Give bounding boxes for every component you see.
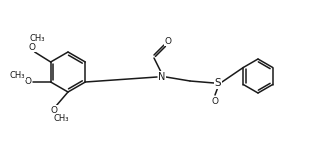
Text: N: N — [158, 72, 166, 82]
Text: S: S — [215, 78, 221, 88]
Text: CH₃: CH₃ — [30, 33, 45, 42]
Text: O: O — [24, 77, 31, 86]
Text: CH₃: CH₃ — [10, 70, 25, 79]
Text: O: O — [164, 37, 171, 45]
Text: O: O — [28, 42, 35, 52]
Text: O: O — [50, 106, 57, 115]
Text: O: O — [211, 96, 218, 106]
Text: CH₃: CH₃ — [53, 114, 69, 123]
